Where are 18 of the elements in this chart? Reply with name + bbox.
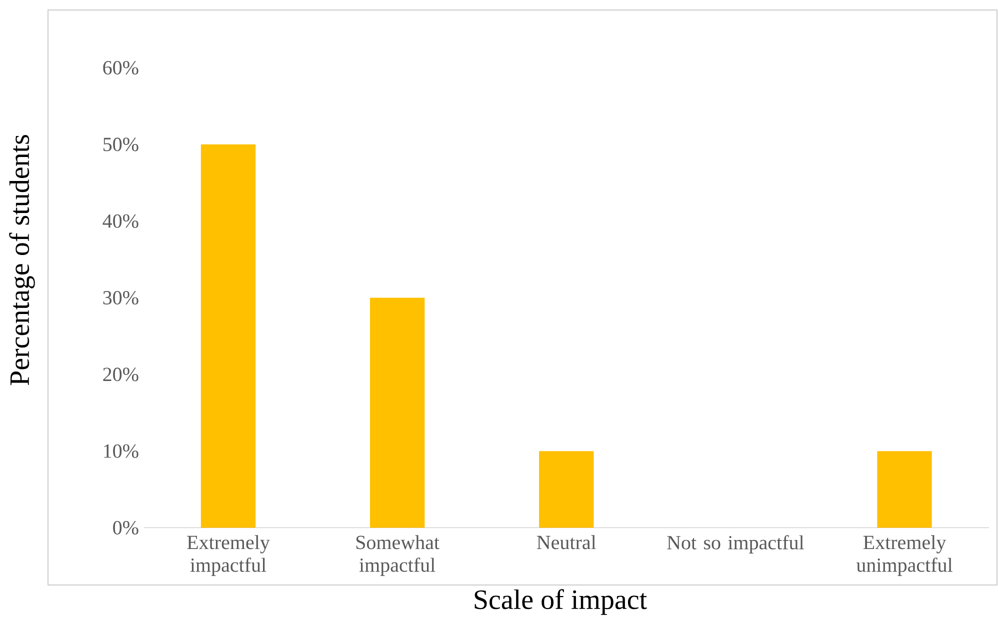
x-tick-label: Somewhat impactful (356, 535, 440, 576)
x-tick-label: Neutral (536, 535, 596, 550)
y-tick-label: 10% (104, 444, 138, 458)
x-tick-label: Extremely impactful (187, 535, 270, 576)
y-tick-label: 60% (103, 60, 138, 75)
bar (877, 451, 932, 528)
y-tick-label: 40% (102, 214, 138, 228)
x-tick-label: Extremely unimpactful (856, 535, 952, 576)
bar (539, 451, 594, 528)
x-axis-title: Scale of impact (474, 589, 647, 615)
y-tick-label: 20% (103, 368, 138, 382)
y-tick-label: 0% (113, 520, 138, 535)
y-axis-title: Percentage of students (9, 135, 35, 386)
x-tick-label: Not so impactful (667, 535, 804, 554)
bar (370, 298, 425, 528)
y-tick-label: 30% (103, 290, 138, 305)
bar (200, 144, 256, 528)
y-tick-label: 50% (104, 138, 138, 152)
